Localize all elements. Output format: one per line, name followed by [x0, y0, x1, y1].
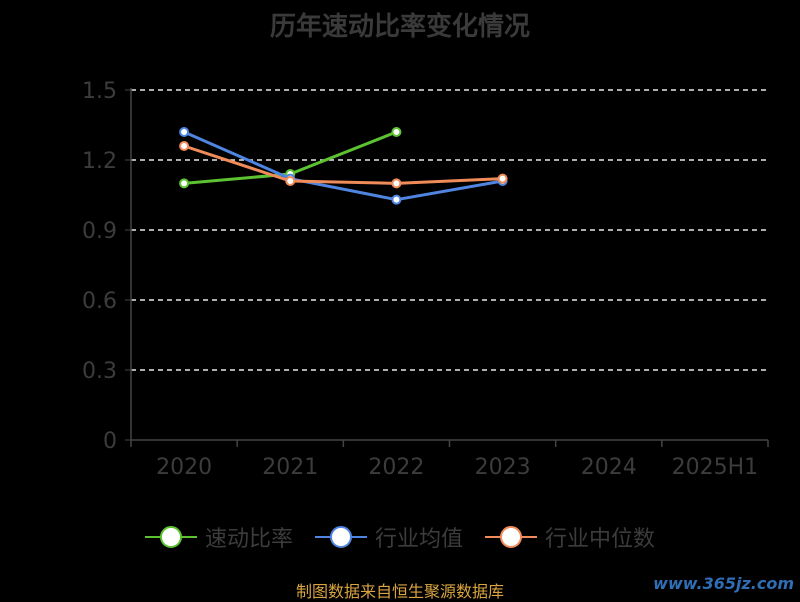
x-tick-label: 2024 [581, 455, 637, 480]
data-point-series-0 [179, 178, 190, 189]
y-tick-label: 1.5 [82, 79, 117, 104]
data-point-series-2 [285, 176, 296, 186]
legend-item-quick-ratio[interactable]: 速动比率 [144, 521, 293, 553]
data-point-series-2 [391, 178, 402, 189]
x-tick-label: 2023 [475, 455, 531, 480]
data-point-series-1 [179, 127, 190, 137]
y-tick-label: 0.6 [82, 289, 117, 314]
x-tick-label: 2021 [262, 455, 318, 480]
legend-item-industry-median[interactable]: 行业中位数 [485, 521, 655, 553]
y-tick-label: 0.9 [82, 219, 117, 244]
legend-swatch-industry-median [485, 526, 537, 548]
legend: 速动比率 行业均值 行业中位数 [0, 520, 800, 554]
legend-label-quick-ratio: 速动比率 [204, 527, 293, 552]
legend-item-industry-mean[interactable]: 行业均值 [314, 521, 463, 553]
data-point-series-1 [391, 194, 402, 205]
x-tick-label: 2025H1 [672, 455, 759, 480]
data-point-series-2 [497, 173, 508, 184]
y-tick-label: 0 [103, 429, 117, 454]
legend-swatch-industry-mean [314, 526, 367, 548]
x-tick-label: 2022 [368, 455, 424, 480]
x-tick-label: 2020 [156, 455, 212, 480]
legend-label-industry-mean: 行业均值 [374, 527, 463, 552]
legend-swatch-quick-ratio [144, 526, 197, 548]
data-point-series-2 [179, 141, 190, 151]
chart-title: 历年速动比率变化情况 [269, 12, 530, 42]
legend-label-industry-median: 行业中位数 [545, 527, 656, 552]
data-point-series-0 [391, 127, 402, 137]
y-tick-label: 1.2 [82, 149, 117, 174]
series-line-1 [183, 130, 503, 202]
watermark: www.365jz.com [653, 574, 794, 593]
y-tick-label: 0.3 [82, 359, 117, 384]
series-line-2 [183, 144, 503, 185]
source-note: 制图数据来自恒生聚源数据库 [295, 582, 504, 601]
